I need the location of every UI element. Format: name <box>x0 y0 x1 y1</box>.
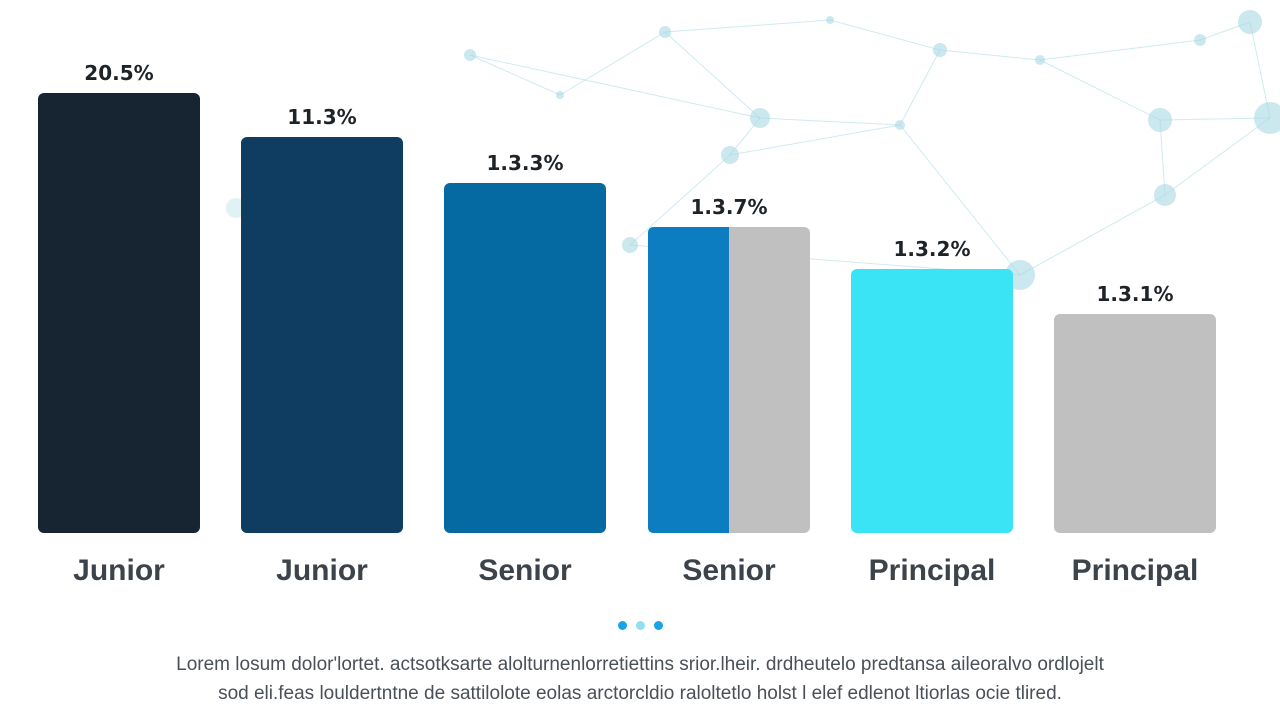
network-link <box>939 49 1041 61</box>
network-node <box>1254 102 1280 134</box>
network-link <box>559 31 666 96</box>
network-link <box>899 49 941 126</box>
network-link <box>1039 39 1201 61</box>
page-dot-2[interactable] <box>635 620 645 630</box>
caption: Lorem losum dolor'lortet. actsotksarte a… <box>40 650 1240 708</box>
category-label: Principal <box>869 554 996 587</box>
category-label: Junior <box>276 554 368 587</box>
bar <box>648 227 729 533</box>
network-node <box>1154 184 1176 206</box>
network-node <box>1148 108 1172 132</box>
caption-line-2: sod eli.feas louldertntne de sattilolote… <box>218 683 1062 704</box>
bar-group: 20.5% Junior <box>38 61 200 587</box>
bar <box>241 137 403 533</box>
network-node <box>622 237 638 253</box>
network-link <box>664 31 761 119</box>
page-dot-1[interactable] <box>617 620 627 630</box>
caption-line-1: Lorem losum dolor'lortet. actsotksarte a… <box>176 654 1104 675</box>
network-node <box>1194 34 1206 46</box>
network-node <box>826 16 834 24</box>
network-node <box>895 120 905 130</box>
bar-group: 1.3.3% Senior <box>444 151 606 587</box>
network-link <box>1164 117 1271 196</box>
bar <box>1054 314 1216 533</box>
network-link <box>729 124 901 156</box>
network-node <box>464 49 476 61</box>
bar-value-label: 1.3.7% <box>691 195 768 219</box>
network-link <box>469 54 561 96</box>
network-link <box>664 19 831 33</box>
bar-group: 1.3.1% Principal <box>1054 282 1216 587</box>
network-link <box>829 19 941 51</box>
network-node <box>659 26 671 38</box>
bar <box>38 93 200 533</box>
bar-value-label: 11.3% <box>287 105 356 129</box>
bar-value-label: 1.3.1% <box>1097 282 1174 306</box>
network-node <box>750 108 770 128</box>
bar-group: 11.3% Junior <box>241 105 403 587</box>
bar-group: 1.3.7% Senior <box>648 195 810 587</box>
bar-value-label: 20.5% <box>84 61 153 85</box>
network-node <box>933 43 947 57</box>
network-link <box>469 54 761 119</box>
category-label: Senior <box>682 554 776 587</box>
category-label: Senior <box>478 554 572 587</box>
network-node <box>556 91 564 99</box>
bar-group: 1.3.2% Principal <box>851 237 1013 587</box>
category-label: Junior <box>73 554 165 587</box>
network-link <box>629 154 731 246</box>
bar <box>851 269 1013 533</box>
bar <box>444 183 606 533</box>
network-link <box>899 124 1021 276</box>
bar-value-label: 1.3.3% <box>487 151 564 175</box>
network-link <box>1019 194 1166 276</box>
pagination-dots[interactable] <box>0 619 1280 631</box>
network-link <box>1159 117 1271 121</box>
network-link <box>1249 21 1271 119</box>
network-link <box>759 117 901 126</box>
network-link <box>1159 119 1166 196</box>
page-dot-3[interactable] <box>653 620 663 630</box>
network-node <box>1238 10 1262 34</box>
network-node <box>1035 55 1045 65</box>
network-link <box>1039 59 1161 121</box>
category-label: Principal <box>1072 554 1199 587</box>
bar-value-label: 1.3.2% <box>894 237 971 261</box>
network-node <box>721 146 739 164</box>
